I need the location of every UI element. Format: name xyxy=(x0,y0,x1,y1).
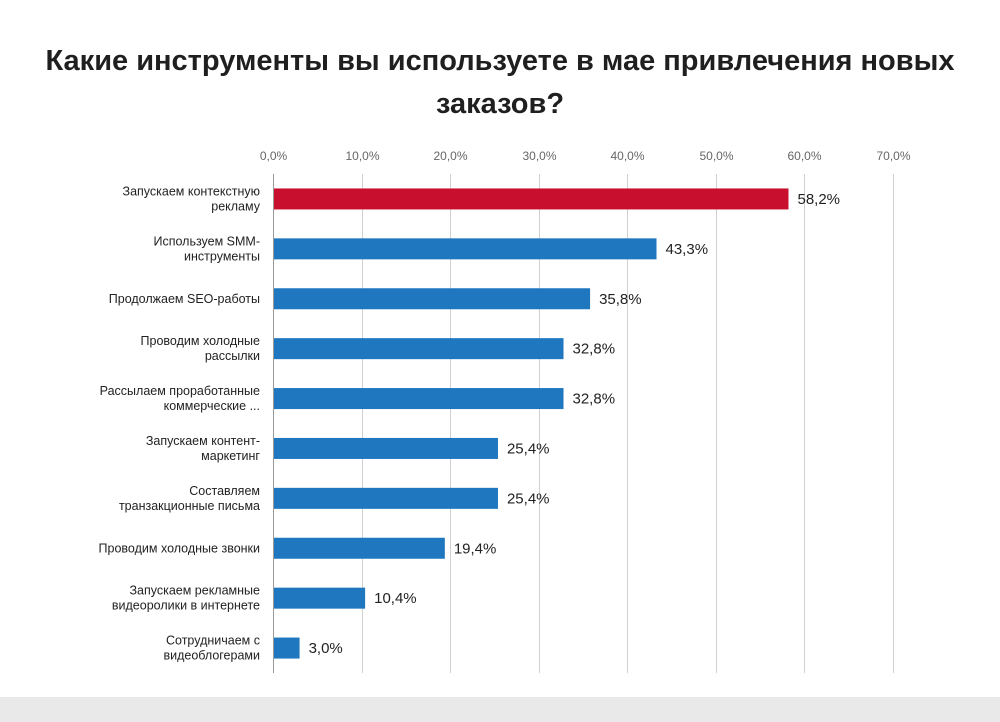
data-label: 10,4% xyxy=(374,590,417,607)
data-label: 25,4% xyxy=(507,440,550,457)
category-label: Составляем транзакционные письма xyxy=(119,484,260,513)
x-tick-label: 20,0% xyxy=(433,149,467,163)
category-label: Продолжаем SEO-работы xyxy=(109,292,260,306)
category-label-line: Используем SMM- xyxy=(153,234,260,248)
category-label: Запускаем рекламные видеоролики в интерне… xyxy=(112,584,260,613)
data-label: 43,3% xyxy=(666,241,709,258)
category-label-line: видеоролики в интернете xyxy=(112,599,260,613)
bar xyxy=(274,288,591,310)
bar xyxy=(274,338,564,360)
category-label-line: рассылки xyxy=(205,349,260,363)
category-label-line: транзакционные письма xyxy=(119,499,260,513)
bar xyxy=(274,388,564,410)
bar xyxy=(274,487,498,509)
x-tick-label: 70,0% xyxy=(876,149,910,163)
footer-band xyxy=(0,697,1000,722)
category-label-line: маркетинг xyxy=(201,449,260,463)
bar xyxy=(274,637,300,659)
data-label: 58,2% xyxy=(797,191,840,208)
category-label-line: коммерческие ... xyxy=(164,399,260,413)
bar xyxy=(274,537,445,559)
bar xyxy=(274,437,498,459)
category-label-line: Сотрудничаем с xyxy=(166,634,260,648)
category-label: Запускаем контент-маркетинг xyxy=(146,434,261,463)
category-label: Рассылаем проработанные коммерческие ... xyxy=(100,384,260,413)
category-label-line: инструменты xyxy=(184,249,260,263)
category-label-line: Продолжаем SEO-работы xyxy=(109,292,260,306)
category-label: Запускаем контекстную рекламу xyxy=(123,184,261,213)
chart-title: Какие инструменты вы используете в мае п… xyxy=(45,45,955,120)
category-label-line: Проводим холодные звонки xyxy=(99,541,260,555)
bar-chart: 0,0% 10,0% 20,0% 30,0% 40,0% 50,0% 60,0% 70,0% 5… xyxy=(99,149,911,673)
category-label: Используем SMM-инструменты xyxy=(153,234,260,263)
x-tick-label: 40,0% xyxy=(610,149,644,163)
data-label: 32,8% xyxy=(573,341,616,358)
category-label: Сотрудничаем с видеоблогерами xyxy=(163,634,260,663)
data-label: 3,0% xyxy=(309,640,343,657)
x-tick-label: 30,0% xyxy=(522,149,556,163)
category-label-line: Запускаем рекламные xyxy=(129,584,260,598)
category-label-line: Запускаем контент- xyxy=(146,434,260,448)
category-label: Проводим холодные звонки xyxy=(99,541,260,555)
data-label: 19,4% xyxy=(454,540,497,557)
category-label-line: рекламу xyxy=(211,199,260,213)
bar xyxy=(274,587,366,609)
bar xyxy=(274,188,789,210)
data-label: 32,8% xyxy=(573,391,616,408)
category-label-line: Рассылаем проработанные xyxy=(100,384,260,398)
x-tick-label: 50,0% xyxy=(699,149,733,163)
category-label-line: Составляем xyxy=(189,484,260,498)
category-label-line: Запускаем контекстную xyxy=(123,184,260,198)
bar xyxy=(274,238,657,260)
data-label: 35,8% xyxy=(599,291,642,308)
x-tick-label: 10,0% xyxy=(345,149,379,163)
data-label: 25,4% xyxy=(507,490,550,507)
category-label-line: Проводим холодные xyxy=(141,334,260,348)
category-label-line: видеоблогерами xyxy=(163,649,260,663)
category-label: Проводим холодные рассылки xyxy=(141,334,260,363)
x-tick-label: 0,0% xyxy=(260,149,288,163)
x-tick-label: 60,0% xyxy=(787,149,821,163)
